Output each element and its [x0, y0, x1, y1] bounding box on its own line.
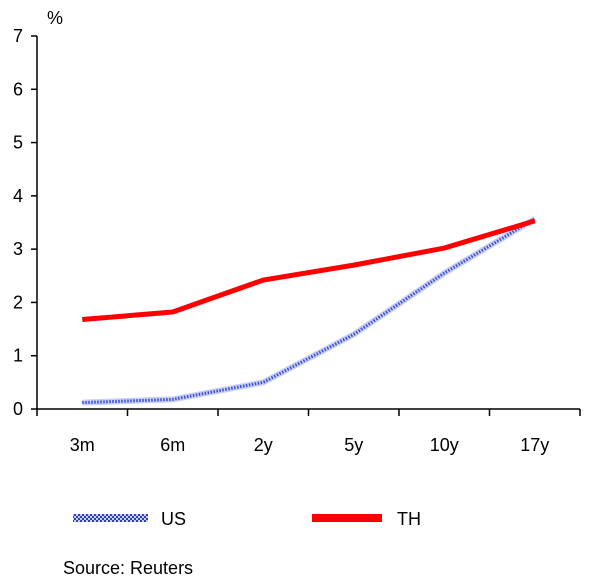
source-note: Source: Reuters: [63, 558, 193, 578]
data-point-us: [443, 272, 445, 274]
series-line-th: [82, 218, 536, 322]
data-point-th: [172, 311, 174, 313]
data-point-th: [262, 279, 264, 281]
y-tick-label: 5: [13, 133, 23, 153]
y-axis-ticks: 0 1 2 3 4 5 6 7: [13, 26, 37, 419]
x-tick-label: 6m: [160, 435, 185, 455]
x-tick-label: 17y: [520, 435, 549, 455]
y-tick-label: 6: [13, 79, 23, 99]
y-tick-label: 4: [13, 186, 23, 206]
y-tick-label: 2: [13, 292, 23, 312]
y-tick-label: 1: [13, 346, 23, 366]
y-axis-label: %: [47, 8, 63, 28]
series-layer: [81, 216, 537, 406]
y-tick-label: 0: [13, 399, 23, 419]
series-line-us-halo: [82, 216, 537, 406]
legend-swatch-us: [73, 514, 148, 522]
x-tick-label: 3m: [70, 435, 95, 455]
data-point-th: [353, 264, 355, 266]
y-tick-label: 7: [13, 26, 23, 46]
data-point-us: [172, 398, 174, 400]
data-point-us: [353, 333, 355, 335]
legend: US TH: [73, 509, 421, 529]
x-tick-label: 10y: [430, 435, 459, 455]
data-point-th: [534, 220, 536, 222]
data-point-th: [81, 318, 83, 320]
x-tick-label: 2y: [254, 435, 273, 455]
data-point-us: [81, 402, 83, 404]
series-line-us: [82, 217, 536, 405]
data-point-th: [443, 247, 445, 249]
x-tick-label: 5y: [344, 435, 363, 455]
data-point-us: [262, 381, 264, 383]
y-tick-label: 3: [13, 239, 23, 259]
legend-label-th: TH: [397, 509, 421, 529]
legend-label-us: US: [161, 509, 186, 529]
legend-swatch-th: [312, 514, 382, 522]
x-axis-ticks: 3m 6m 2y 5y 10y 17y: [36, 409, 581, 455]
